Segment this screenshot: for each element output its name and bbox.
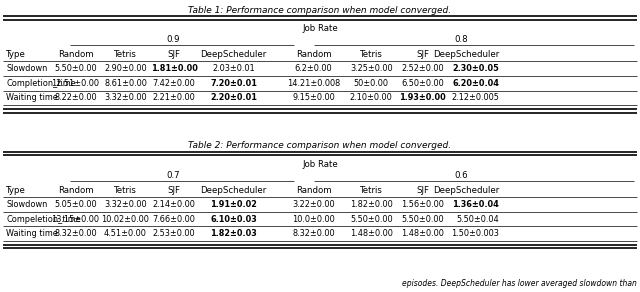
Text: 2.03±0.01: 2.03±0.01 xyxy=(212,64,255,73)
Text: 9.15±0.00: 9.15±0.00 xyxy=(292,93,335,102)
Text: 3.32±0.00: 3.32±0.00 xyxy=(104,93,147,102)
Text: 7.42±0.00: 7.42±0.00 xyxy=(153,79,195,88)
Text: 6.2±0.00: 6.2±0.00 xyxy=(295,64,332,73)
Text: 8.22±0.00: 8.22±0.00 xyxy=(54,93,97,102)
Text: Tetris: Tetris xyxy=(360,186,383,195)
Text: 2.20±0.01: 2.20±0.01 xyxy=(210,93,257,102)
Text: 8.32±0.00: 8.32±0.00 xyxy=(292,229,335,238)
Text: Compeletion_time: Compeletion_time xyxy=(6,215,81,223)
Text: 3.25±0.00: 3.25±0.00 xyxy=(350,64,392,73)
Text: 3.32±0.00: 3.32±0.00 xyxy=(104,200,147,209)
Text: 3.22±0.00: 3.22±0.00 xyxy=(292,200,335,209)
Text: 13.15±0.00: 13.15±0.00 xyxy=(51,215,100,223)
Text: 8.32±0.00: 8.32±0.00 xyxy=(54,229,97,238)
Text: DeepScheduler: DeepScheduler xyxy=(433,186,499,195)
Text: Table 2: Performance comparison when model converged.: Table 2: Performance comparison when mod… xyxy=(188,142,452,150)
Text: 6.20±0.04: 6.20±0.04 xyxy=(452,79,499,88)
Text: 2.52±0.00: 2.52±0.00 xyxy=(401,64,444,73)
Text: 2.21±0.00: 2.21±0.00 xyxy=(153,93,195,102)
Text: 0.8: 0.8 xyxy=(454,35,468,44)
Text: 8.61±0.00: 8.61±0.00 xyxy=(104,79,147,88)
Text: 1.81±0.00: 1.81±0.00 xyxy=(150,64,198,73)
Text: 1.48±0.00: 1.48±0.00 xyxy=(350,229,392,238)
Text: 2.14±0.00: 2.14±0.00 xyxy=(153,200,195,209)
Text: 2.12±0.005: 2.12±0.005 xyxy=(451,93,499,102)
Text: 10.0±0.00: 10.0±0.00 xyxy=(292,215,335,223)
Text: 50±0.00: 50±0.00 xyxy=(354,79,388,88)
Text: Type: Type xyxy=(6,186,26,195)
Text: 1.50±0.003: 1.50±0.003 xyxy=(451,229,499,238)
Text: 7.20±0.01: 7.20±0.01 xyxy=(210,79,257,88)
Text: DeepScheduler: DeepScheduler xyxy=(200,51,267,59)
Text: 0.6: 0.6 xyxy=(454,171,468,180)
Text: Waiting time: Waiting time xyxy=(6,229,58,238)
Text: Random: Random xyxy=(296,186,332,195)
Text: DeepScheduler: DeepScheduler xyxy=(433,51,499,59)
Text: 1.82±0.03: 1.82±0.03 xyxy=(210,229,257,238)
Text: Job Rate: Job Rate xyxy=(302,24,338,33)
Text: 5.50±0.00: 5.50±0.00 xyxy=(401,215,444,223)
Text: Slowdown: Slowdown xyxy=(6,64,48,73)
Text: Random: Random xyxy=(58,51,93,59)
Text: Table 1: Performance comparison when model converged.: Table 1: Performance comparison when mod… xyxy=(188,6,452,15)
Text: 5.50±0.00: 5.50±0.00 xyxy=(350,215,392,223)
Text: 5.05±0.00: 5.05±0.00 xyxy=(54,200,97,209)
Text: DeepScheduler: DeepScheduler xyxy=(200,186,267,195)
Text: SJF: SJF xyxy=(416,186,429,195)
Text: 5.50±0.00: 5.50±0.00 xyxy=(54,64,97,73)
Text: episodes. DeepScheduler has lower averaged slowdown than: episodes. DeepScheduler has lower averag… xyxy=(402,279,637,288)
Text: Job Rate: Job Rate xyxy=(302,160,338,168)
Text: Tetris: Tetris xyxy=(114,51,137,59)
Text: 2.30±0.05: 2.30±0.05 xyxy=(452,64,499,73)
Text: Tetris: Tetris xyxy=(360,51,383,59)
Text: 6.10±0.03: 6.10±0.03 xyxy=(210,215,257,223)
Text: 1.82±0.00: 1.82±0.00 xyxy=(350,200,392,209)
Text: 7.66±0.00: 7.66±0.00 xyxy=(153,215,195,223)
Text: 1.36±0.04: 1.36±0.04 xyxy=(452,200,499,209)
Text: SJF: SJF xyxy=(416,51,429,59)
Text: Type: Type xyxy=(6,51,26,59)
Text: Slowdown: Slowdown xyxy=(6,200,48,209)
Text: Random: Random xyxy=(296,51,332,59)
Text: 6.50±0.00: 6.50±0.00 xyxy=(401,79,444,88)
Text: 0.9: 0.9 xyxy=(166,35,180,44)
Text: 2.90±0.00: 2.90±0.00 xyxy=(104,64,147,73)
Text: 5.50±0.04: 5.50±0.04 xyxy=(456,215,499,223)
Text: Tetris: Tetris xyxy=(114,186,137,195)
Text: 12.51±0.00: 12.51±0.00 xyxy=(51,79,100,88)
Text: Random: Random xyxy=(58,186,93,195)
Text: 1.93±0.00: 1.93±0.00 xyxy=(399,93,446,102)
Text: 1.48±0.00: 1.48±0.00 xyxy=(401,229,444,238)
Text: SJF: SJF xyxy=(168,186,180,195)
Text: SJF: SJF xyxy=(168,51,180,59)
Text: 10.02±0.00: 10.02±0.00 xyxy=(102,215,149,223)
Text: 14.21±0.008: 14.21±0.008 xyxy=(287,79,340,88)
Text: Completion_time: Completion_time xyxy=(6,79,76,88)
Text: 2.10±0.00: 2.10±0.00 xyxy=(350,93,392,102)
Text: 1.56±0.00: 1.56±0.00 xyxy=(401,200,444,209)
Text: 0.7: 0.7 xyxy=(166,171,180,180)
Text: 1.91±0.02: 1.91±0.02 xyxy=(210,200,257,209)
Text: 2.53±0.00: 2.53±0.00 xyxy=(153,229,195,238)
Text: Waiting time: Waiting time xyxy=(6,93,58,102)
Text: 4.51±0.00: 4.51±0.00 xyxy=(104,229,147,238)
